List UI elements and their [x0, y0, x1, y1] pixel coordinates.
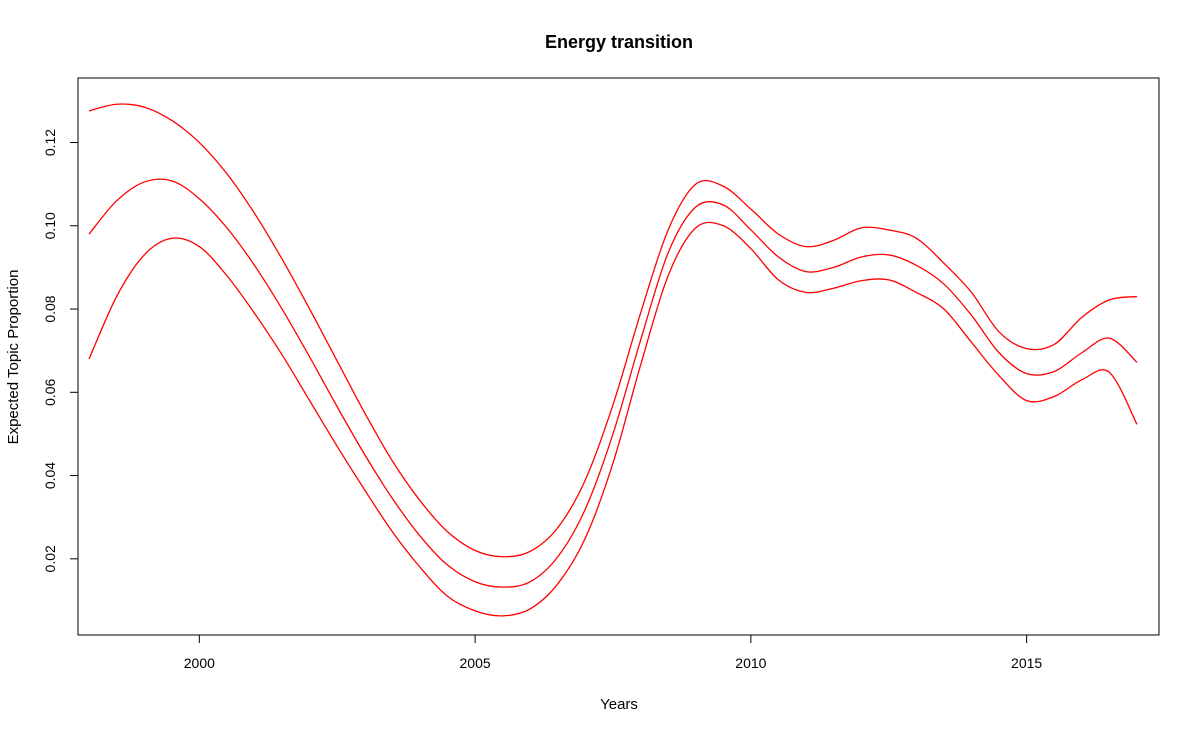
y-axis: 0.02 0.04 0.06 0.08 0.10 0.12	[42, 129, 79, 572]
y-tick-label: 0.06	[42, 378, 58, 405]
x-tick-label: 2005	[460, 655, 491, 671]
plot-frame	[77, 77, 1160, 636]
x-tick-label: 2000	[184, 655, 215, 671]
series-line-upper	[88, 103, 1138, 558]
x-axis-label: Years	[600, 696, 638, 713]
y-axis-label: Expected Topic Proportion	[5, 270, 22, 445]
series-line-lower	[88, 221, 1138, 617]
series-line-mean	[88, 178, 1138, 588]
y-tick-label: 0.12	[42, 129, 58, 156]
x-tick-label: 2015	[1011, 655, 1042, 671]
y-tick-label: 0.02	[42, 545, 58, 572]
series-layer	[88, 103, 1138, 617]
y-tick-label: 0.10	[42, 212, 58, 239]
y-tick-label: 0.04	[42, 462, 58, 489]
chart-title: Energy transition	[545, 32, 693, 52]
x-axis: 2000 2005 2010 2015	[184, 634, 1042, 671]
y-tick-label: 0.08	[42, 295, 58, 322]
x-tick-label: 2010	[735, 655, 766, 671]
